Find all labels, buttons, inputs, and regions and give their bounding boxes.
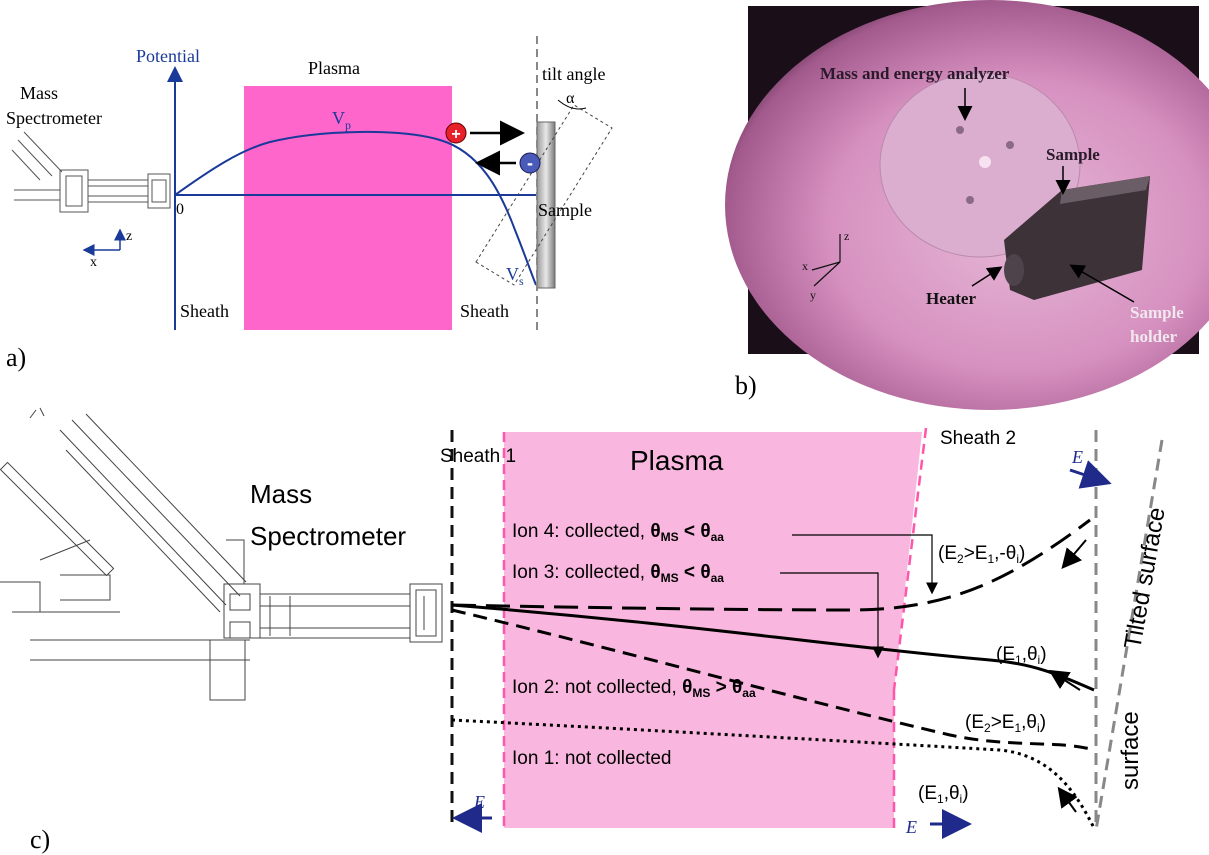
ion3-launch-arrow bbox=[1048, 669, 1081, 691]
alpha-label: α bbox=[566, 90, 575, 107]
tilted-sample-outline bbox=[475, 104, 613, 286]
plasma-label-c: Plasma bbox=[630, 445, 724, 476]
mass-spectrometer-label-c-2: Spectrometer bbox=[250, 521, 406, 551]
energy-label-ion2: (E2>E1,θi) bbox=[965, 712, 1046, 735]
panel-a: Mass Spectrometer z x Plasma Potential 0… bbox=[6, 36, 613, 372]
potential-curve bbox=[174, 130, 537, 286]
analyzer-aperture bbox=[979, 156, 991, 168]
tilted-surface-label: Tilted surface bbox=[1119, 505, 1170, 651]
energy-label-ion3: (E1,θi) bbox=[996, 644, 1047, 667]
sheath-right-label: Sheath bbox=[460, 301, 509, 321]
sample-label-a: Sample bbox=[538, 200, 592, 220]
mass-spectrometer-drawing-a bbox=[11, 131, 171, 213]
plasma-region-a bbox=[244, 86, 452, 330]
zero-label: 0 bbox=[176, 201, 184, 218]
positive-ion-sign: + bbox=[451, 126, 460, 143]
negative-ion-sign: - bbox=[527, 153, 533, 173]
y-axis-b bbox=[813, 261, 841, 287]
panel-c-label: c) bbox=[30, 825, 50, 854]
sample-surface bbox=[1060, 176, 1150, 204]
analyzer-screw-2 bbox=[1006, 141, 1014, 149]
ion2-trajectory bbox=[451, 608, 1095, 752]
sheath2-tilted-boundary bbox=[892, 427, 928, 691]
holder-pointer bbox=[1069, 264, 1135, 303]
surface-label: surface bbox=[1117, 711, 1144, 790]
panel-c: Mass Spectrometer Sheath 1 Plasma Sheath… bbox=[0, 407, 1171, 854]
sample-label-b: Sample bbox=[1046, 145, 1100, 164]
analyzer-label: Mass and energy analyzer bbox=[820, 64, 1010, 83]
plasma-label-a: Plasma bbox=[308, 58, 360, 78]
vp-label: Vp bbox=[332, 108, 351, 132]
ion2-label: Ion 2: not collected, θMS > θaa bbox=[512, 677, 756, 700]
ion3-label: Ion 3: collected, θMS < θaa bbox=[512, 562, 724, 585]
ion3-callout bbox=[780, 572, 884, 659]
ion4-label: Ion 4: collected, θMS < θaa bbox=[512, 521, 724, 544]
alpha-arc bbox=[557, 99, 587, 110]
e-field-label-right: E bbox=[905, 817, 917, 837]
heater-pointer bbox=[971, 266, 1003, 287]
energy-label-ion4: (E2>E1,-θi) bbox=[938, 543, 1025, 566]
x-axis-b bbox=[811, 261, 841, 271]
mass-spectrometer-label-c-1: Mass bbox=[250, 479, 312, 509]
mass-spectrometer-drawing-c bbox=[0, 407, 443, 701]
holder-label-1: Sample bbox=[1130, 303, 1184, 322]
analyzer-screw-1 bbox=[956, 126, 964, 134]
ion1-launch-arrow bbox=[1057, 786, 1078, 813]
vs-label: Vs bbox=[506, 264, 524, 288]
sheath-left-label: Sheath bbox=[180, 301, 229, 321]
sheath2-label: Sheath 2 bbox=[940, 428, 1016, 449]
y-axis-label-b: y bbox=[810, 288, 816, 302]
ion1-trajectory bbox=[451, 718, 1096, 829]
mass-spectrometer-label-a-2: Spectrometer bbox=[6, 108, 102, 128]
ion4-callout bbox=[792, 534, 938, 595]
e-field-arrow-top bbox=[1069, 460, 1112, 489]
ion4-trajectory bbox=[451, 518, 1091, 612]
ion4-launch-arrow bbox=[1061, 539, 1087, 570]
e-field-label-top: E bbox=[1071, 447, 1083, 467]
sheath1-label: Sheath 1 bbox=[440, 446, 516, 467]
negative-ion bbox=[519, 152, 541, 174]
sample-holder-body bbox=[1004, 176, 1150, 300]
z-axis-label-a: z bbox=[126, 229, 132, 244]
panel-a-label: a) bbox=[6, 343, 26, 372]
panel-b-label: b) bbox=[735, 371, 757, 400]
holder-label-2: holder bbox=[1130, 327, 1178, 346]
e-field-label-left: E bbox=[473, 792, 485, 812]
z-axis-label-b: z bbox=[844, 229, 849, 243]
x-axis-label-b: x bbox=[802, 259, 808, 273]
energy-label-ion1: (E1,θi) bbox=[918, 783, 969, 806]
x-axis-label-a: x bbox=[90, 255, 97, 270]
tilted-surface-line bbox=[1094, 439, 1164, 831]
positive-ion bbox=[445, 122, 467, 144]
tilt-angle-label: tilt angle bbox=[542, 64, 605, 84]
panel-b: Mass and energy analyzer Sample Heater S… bbox=[725, 0, 1209, 410]
analyzer-screw-3 bbox=[966, 196, 974, 204]
ion1-label: Ion 1: not collected bbox=[512, 748, 672, 769]
heater-part bbox=[1004, 254, 1024, 286]
potential-axis-label: Potential bbox=[136, 46, 200, 66]
mass-spectrometer-label-a-1: Mass bbox=[20, 83, 58, 103]
heater-label: Heater bbox=[926, 289, 976, 308]
